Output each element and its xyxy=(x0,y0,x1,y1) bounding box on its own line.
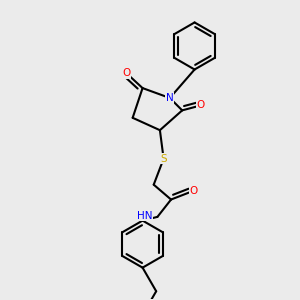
Text: O: O xyxy=(122,68,130,78)
Text: O: O xyxy=(189,186,197,196)
Text: S: S xyxy=(160,154,167,164)
Text: HN: HN xyxy=(137,211,153,220)
Text: N: N xyxy=(166,93,174,103)
Text: O: O xyxy=(197,100,205,110)
